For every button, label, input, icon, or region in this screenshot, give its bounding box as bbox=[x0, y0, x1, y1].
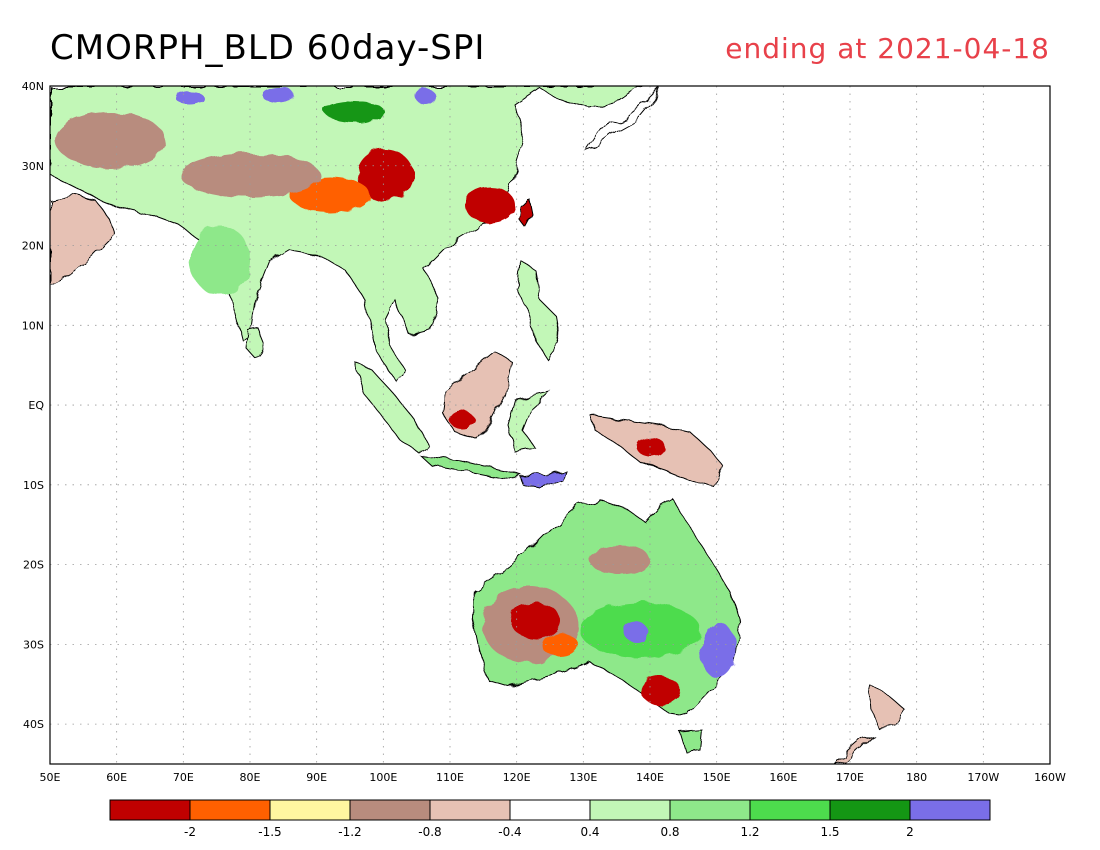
x-tick-label: 70E bbox=[173, 771, 194, 784]
land-taiwan bbox=[519, 198, 534, 229]
land-sunda bbox=[519, 469, 566, 489]
colorbar-label: -0.8 bbox=[418, 825, 441, 839]
x-tick-label: 50E bbox=[40, 771, 61, 784]
patch-aus-north-brown bbox=[590, 545, 650, 575]
y-tick-label: 20S bbox=[23, 559, 44, 572]
grid-lines bbox=[50, 86, 1050, 764]
colorbar-label: -1.2 bbox=[338, 825, 361, 839]
y-tick-label: 10N bbox=[22, 319, 44, 332]
colorbar-swatch bbox=[829, 799, 911, 821]
y-tick-label: EQ bbox=[28, 399, 44, 412]
colorbar-label: 0.8 bbox=[660, 825, 679, 839]
y-tick-label: 40N bbox=[22, 80, 44, 93]
colorbar-label: -1.5 bbox=[258, 825, 281, 839]
patch-aus-west-orange bbox=[542, 633, 578, 657]
patch-china-dry bbox=[357, 149, 413, 201]
x-tick-label: 110E bbox=[436, 771, 464, 784]
land-asia bbox=[50, 86, 641, 381]
colorbar-swatch bbox=[109, 799, 191, 821]
land-layer bbox=[50, 86, 906, 764]
patch-aus-west-red bbox=[510, 602, 560, 638]
x-tick-label: 120E bbox=[503, 771, 531, 784]
y-tick-label: 20N bbox=[22, 240, 44, 253]
patch-north-purple-2 bbox=[176, 91, 204, 105]
x-tick-label: 80E bbox=[240, 771, 261, 784]
colorbar-swatch bbox=[189, 799, 271, 821]
x-tick-label: 170E bbox=[836, 771, 864, 784]
patch-india-green bbox=[190, 225, 250, 295]
anomaly-layer bbox=[55, 87, 736, 704]
x-tick-label: 130E bbox=[569, 771, 597, 784]
x-tick-label: 140E bbox=[636, 771, 664, 784]
colorbar-label: -2 bbox=[184, 825, 196, 839]
patch-seasia-dry bbox=[465, 187, 515, 223]
colorbar-label: 1.2 bbox=[740, 825, 759, 839]
colorbar-label: 2 bbox=[906, 825, 914, 839]
land-srilanka bbox=[245, 327, 266, 359]
colorbar-label: -0.4 bbox=[498, 825, 521, 839]
x-tick-label: 180 bbox=[906, 771, 927, 784]
land-sumatra bbox=[354, 361, 429, 453]
y-tick-label: 10S bbox=[23, 479, 44, 492]
patch-tibet-brown bbox=[180, 153, 320, 197]
y-tick-labels: 40N 30N 20N 10N EQ 10S 20S 30S 40S bbox=[22, 80, 45, 731]
patch-north-green bbox=[325, 102, 385, 122]
land-java bbox=[418, 454, 522, 481]
land-japan bbox=[583, 87, 661, 152]
colorbar-swatch bbox=[589, 799, 671, 821]
patch-aus-center-purple bbox=[624, 622, 648, 642]
x-tick-label: 100E bbox=[369, 771, 397, 784]
patch-north-purple-3 bbox=[415, 88, 435, 104]
colorbar-swatch bbox=[429, 799, 511, 821]
land-newzealand bbox=[834, 684, 906, 764]
x-tick-labels: 50E 60E 70E 80E 90E 100E 110E 120E 130E 140E 150E 1… bbox=[40, 771, 1067, 784]
land-philippines bbox=[517, 259, 561, 361]
x-tick-label: 160E bbox=[769, 771, 797, 784]
map-title: CMORPH_BLD 60day-SPI bbox=[50, 28, 486, 68]
colorbar: -2 -1.5 -1.2 -0.8 -0.4 0.4 0.8 1.2 1.5 2 bbox=[109, 799, 991, 839]
y-tick-label: 30S bbox=[23, 638, 44, 651]
colorbar-label: 1.5 bbox=[820, 825, 839, 839]
map-subtitle: ending at 2021-04-18 bbox=[725, 32, 1050, 65]
x-tick-label: 60E bbox=[106, 771, 127, 784]
land-borneo bbox=[441, 351, 513, 441]
map-frame bbox=[49, 85, 1051, 765]
y-tick-label: 40S bbox=[23, 718, 44, 731]
land-sulawesi bbox=[507, 391, 552, 453]
patch-westasia-brown bbox=[55, 112, 165, 168]
x-tick-label: 150E bbox=[703, 771, 731, 784]
colorbar-swatch bbox=[349, 799, 431, 821]
x-tick-label: 90E bbox=[306, 771, 327, 784]
colorbar-label: 0.4 bbox=[580, 825, 599, 839]
land-arabia bbox=[50, 194, 116, 286]
patch-borneo-red bbox=[450, 411, 474, 429]
x-tick-label: 160W bbox=[1034, 771, 1066, 784]
patch-aus-south-red bbox=[640, 676, 680, 704]
colorbar-swatch bbox=[509, 799, 591, 821]
x-tick-label: 170W bbox=[967, 771, 999, 784]
colorbar-swatch bbox=[909, 799, 991, 821]
y-tick-label: 30N bbox=[22, 160, 44, 173]
colorbar-swatch bbox=[269, 799, 351, 821]
land-tasmania bbox=[679, 729, 703, 753]
patch-north-purple-1 bbox=[262, 87, 294, 103]
colorbar-swatch bbox=[749, 799, 831, 821]
patch-aus-east-purple bbox=[700, 622, 736, 678]
patch-ng-red bbox=[638, 438, 666, 458]
colorbar-swatch bbox=[669, 799, 751, 821]
